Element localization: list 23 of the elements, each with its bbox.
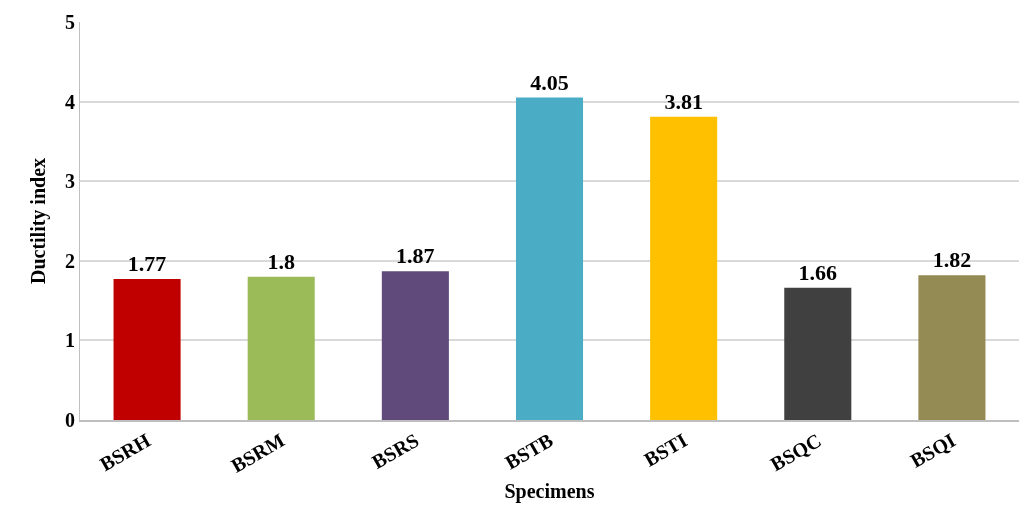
data-label: 1.87 bbox=[396, 243, 435, 269]
y-tick-label: 0 bbox=[65, 409, 75, 431]
y-tick-label: 4 bbox=[65, 90, 75, 113]
x-axis-title: Specimens bbox=[504, 479, 595, 503]
y-tick-label: 3 bbox=[65, 170, 75, 193]
y-tick-label: 1 bbox=[65, 329, 75, 352]
data-label: 4.05 bbox=[530, 69, 569, 95]
data-label: 1.82 bbox=[932, 247, 972, 273]
x-tick-label: BSTI bbox=[640, 428, 691, 471]
bar bbox=[381, 271, 449, 420]
bar bbox=[113, 279, 181, 420]
data-label: 3.81 bbox=[664, 88, 703, 114]
data-label: 1.66 bbox=[798, 259, 838, 285]
bar bbox=[918, 275, 986, 420]
data-label: 1.77 bbox=[127, 251, 167, 277]
data-label: 1.8 bbox=[267, 248, 295, 274]
y-axis-title: Ductility index bbox=[26, 157, 50, 285]
bar bbox=[650, 116, 718, 420]
bar bbox=[515, 97, 584, 420]
bar bbox=[784, 287, 852, 420]
bar bbox=[247, 276, 315, 420]
y-tick-label: 5 bbox=[65, 11, 75, 33]
y-tick-label: 2 bbox=[65, 249, 75, 272]
